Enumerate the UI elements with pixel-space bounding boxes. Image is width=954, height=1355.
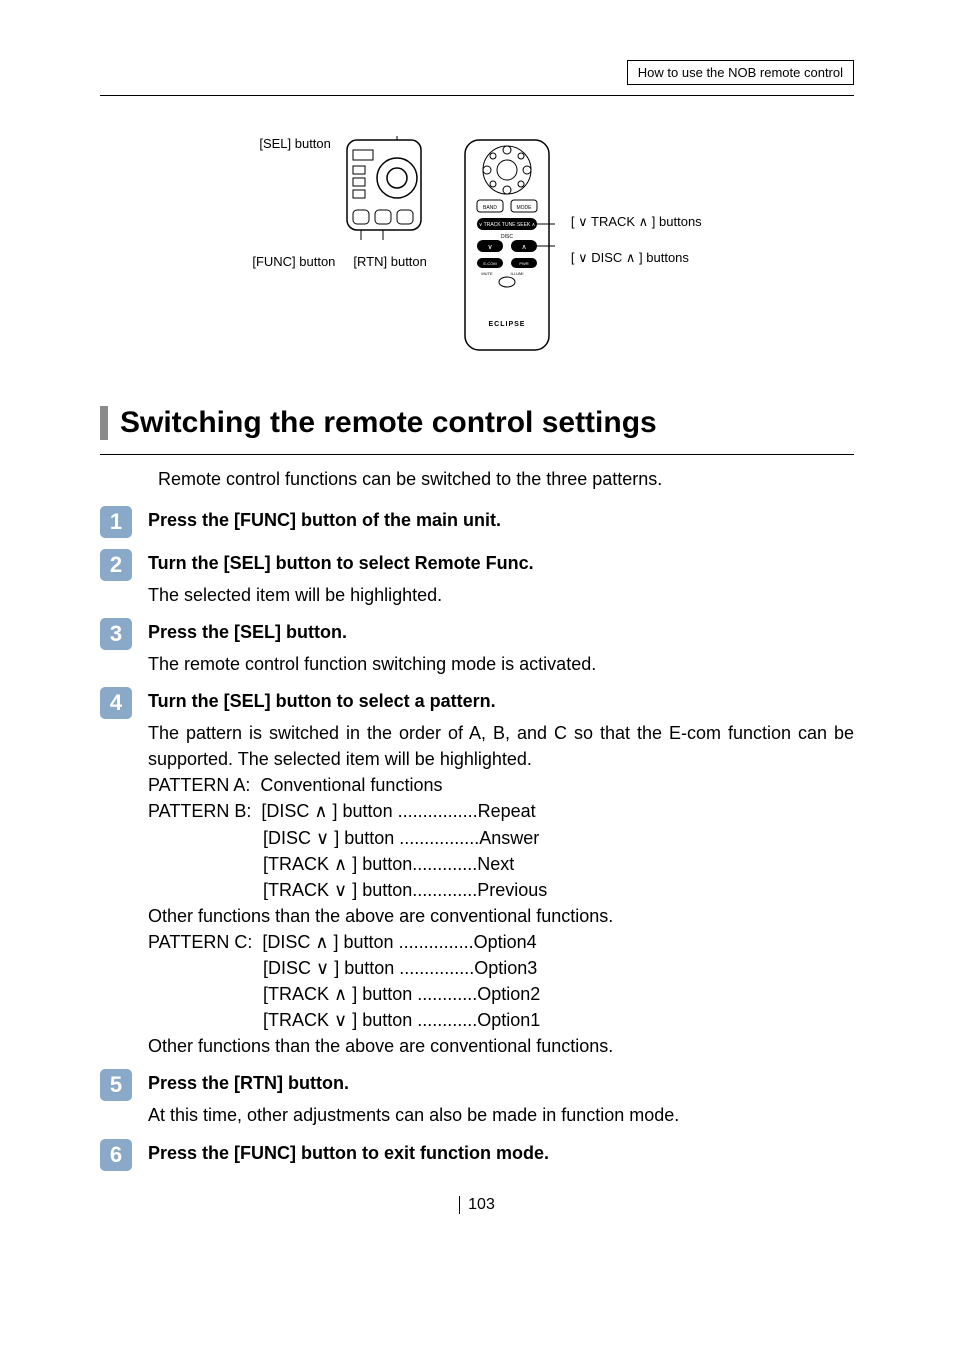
diagram-area: [SEL] button [FUNC] button [RTN] button xyxy=(100,136,854,356)
step-4-body1: The pattern is switched in the order of … xyxy=(148,720,854,772)
section-title-row: Switching the remote control settings xyxy=(100,406,854,440)
svg-text:E-COM: E-COM xyxy=(483,261,496,266)
step-2-body: The selected item will be highlighted. xyxy=(148,582,854,608)
step-1-number: 1 xyxy=(100,506,132,538)
step-2-number: 2 xyxy=(100,549,132,581)
func-button-label: [FUNC] button xyxy=(252,254,335,269)
svg-text:∨ TRACK TUNE SEEK ∧: ∨ TRACK TUNE SEEK ∧ xyxy=(479,222,536,228)
page-number-row: 103 xyxy=(100,1196,854,1214)
step-5-content: Press the [RTN] button. At this time, ot… xyxy=(148,1069,854,1128)
pattern-c-line1: PATTERN C: [DISC ∧ ] button ............… xyxy=(148,929,854,955)
step-1-heading: Press the [FUNC] button of the main unit… xyxy=(148,510,854,531)
svg-text:ECLIPSE: ECLIPSE xyxy=(488,321,525,328)
step-4-heading: Turn the [SEL] button to select a patter… xyxy=(148,691,854,712)
step-3-heading: Press the [SEL] button. xyxy=(148,622,854,643)
step-3-content: Press the [SEL] button. The remote contr… xyxy=(148,618,854,677)
step-3-body: The remote control function switching mo… xyxy=(148,651,854,677)
step-6-heading: Press the [FUNC] button to exit function… xyxy=(148,1143,854,1164)
pattern-b-line1: PATTERN B: [DISC ∧ ] button ............… xyxy=(148,798,854,824)
pattern-c-line2: [DISC ∨ ] button ...............Option3 xyxy=(148,955,854,981)
step-5-heading: Press the [RTN] button. xyxy=(148,1073,854,1094)
step-3-number: 3 xyxy=(100,618,132,650)
step-5-number: 5 xyxy=(100,1069,132,1101)
pattern-a-line: PATTERN A: Conventional functions xyxy=(148,772,854,798)
step-6-content: Press the [FUNC] button to exit function… xyxy=(148,1139,854,1172)
step-2-heading: Turn the [SEL] button to select Remote F… xyxy=(148,553,854,574)
title-accent-bar xyxy=(100,406,108,440)
pattern-c-note: Other functions than the above are conve… xyxy=(148,1033,854,1059)
step-6-number: 6 xyxy=(100,1139,132,1171)
diagram-left: [SEL] button [FUNC] button [RTN] button xyxy=(252,136,427,269)
pattern-b-note: Other functions than the above are conve… xyxy=(148,903,854,929)
step-4-content: Turn the [SEL] button to select a patter… xyxy=(148,687,854,1059)
sel-button-label: [SEL] button xyxy=(259,136,331,151)
step-4-number: 4 xyxy=(100,687,132,719)
page-title: Switching the remote control settings xyxy=(120,406,657,440)
svg-text:∧: ∧ xyxy=(521,244,526,251)
remote-control-icon: BAND MODE ∨ TRACK TUNE SEEK ∧ DISC ∨ ∧ E… xyxy=(457,136,557,356)
diagram-right: BAND MODE ∨ TRACK TUNE SEEK ∧ DISC ∨ ∧ E… xyxy=(457,136,702,356)
func-rtn-labels: [FUNC] button [RTN] button xyxy=(252,254,427,269)
step-2: 2 Turn the [SEL] button to select Remote… xyxy=(100,549,854,608)
svg-text:BAND: BAND xyxy=(483,205,497,211)
step-6: 6 Press the [FUNC] button to exit functi… xyxy=(100,1139,854,1172)
page-number: 103 xyxy=(459,1196,495,1214)
header-box: How to use the NOB remote control xyxy=(627,60,854,85)
rtn-button-label: [RTN] button xyxy=(353,254,426,269)
header-rule xyxy=(100,95,854,96)
pattern-c-line3: [TRACK ∧ ] button ............Option2 xyxy=(148,981,854,1007)
step-2-content: Turn the [SEL] button to select Remote F… xyxy=(148,549,854,608)
svg-text:ILLUMI: ILLUMI xyxy=(510,271,523,276)
svg-text:PWR: PWR xyxy=(519,261,528,266)
disc-buttons-label: [ ∨ DISC ∧ ] buttons xyxy=(571,250,702,266)
main-unit-icon xyxy=(341,136,427,246)
track-buttons-label: [ ∨ TRACK ∧ ] buttons xyxy=(571,214,702,230)
svg-text:DISC: DISC xyxy=(501,234,513,240)
step-4: 4 Turn the [SEL] button to select a patt… xyxy=(100,687,854,1059)
step-5: 5 Press the [RTN] button. At this time, … xyxy=(100,1069,854,1128)
svg-text:MODE: MODE xyxy=(516,205,532,211)
step-1-content: Press the [FUNC] button of the main unit… xyxy=(148,506,854,539)
diagram-left-top: [SEL] button xyxy=(259,136,427,246)
step-5-body: At this time, other adjustments can also… xyxy=(148,1102,854,1128)
step-1: 1 Press the [FUNC] button of the main un… xyxy=(100,506,854,539)
intro-text: Remote control functions can be switched… xyxy=(158,469,854,490)
pattern-c-line4: [TRACK ∨ ] button ............Option1 xyxy=(148,1007,854,1033)
title-rule xyxy=(100,454,854,455)
pattern-b-line2: [DISC ∨ ] button ................Answer xyxy=(148,825,854,851)
svg-text:∨: ∨ xyxy=(487,244,492,251)
pattern-b-line4: [TRACK ∨ ] button.............Previous xyxy=(148,877,854,903)
svg-text:MUTE: MUTE xyxy=(481,271,493,276)
remote-side-labels: [ ∨ TRACK ∧ ] buttons [ ∨ DISC ∧ ] butto… xyxy=(571,214,702,266)
step-3: 3 Press the [SEL] button. The remote con… xyxy=(100,618,854,677)
pattern-b-line3: [TRACK ∧ ] button.............Next xyxy=(148,851,854,877)
